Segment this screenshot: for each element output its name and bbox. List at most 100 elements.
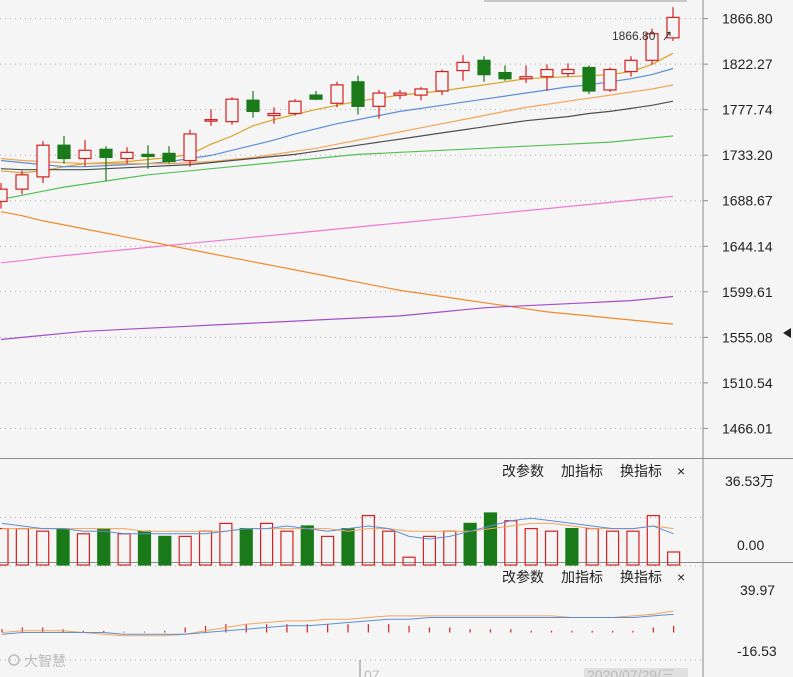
candle-body (99, 148, 113, 159)
candle-body (414, 88, 428, 96)
main-gridlines (0, 18, 703, 429)
volume-bar (361, 514, 375, 566)
candle-body (372, 92, 386, 107)
candle-body (204, 119, 218, 122)
macd-close-icon[interactable]: × (677, 569, 685, 585)
macd-min-label: -16.53 (737, 643, 777, 659)
volume-bar (280, 530, 294, 566)
price-tick-label: 1866.80 (722, 11, 773, 27)
price-tick-label: 1688.67 (722, 193, 773, 209)
volume-moving-averages (1, 517, 674, 540)
candle-body (540, 68, 554, 78)
volume-bar (524, 527, 538, 566)
volume-zero-label: 0.00 (737, 537, 764, 553)
price-tick-label: 1510.54 (722, 375, 773, 391)
volume-bars (0, 512, 681, 566)
moving-average-line (0, 295, 674, 341)
moving-average-line (0, 67, 674, 168)
price-tick-label: 1777.74 (722, 102, 773, 118)
volume-add-indicator-button[interactable]: 加指标 (561, 463, 603, 479)
candle-body (666, 16, 680, 39)
candle-body (561, 68, 575, 75)
main-moving-averages (0, 52, 674, 341)
candle-body (141, 153, 155, 158)
candle-body (183, 133, 197, 162)
candle-body (393, 92, 407, 96)
candle-body (477, 59, 491, 76)
candle-body (351, 81, 365, 107)
macd-swap-indicator-button[interactable]: 换指标 (620, 569, 662, 585)
candle-body (582, 66, 596, 92)
price-axis: 1866.80 1822.27 1777.74 1733.20 1688.67 1644.… (703, 11, 773, 436)
candle-body (36, 144, 50, 178)
macd-line (1, 610, 674, 637)
candle-body (288, 100, 302, 115)
macd-line (1, 613, 674, 635)
price-tick-label: 1555.08 (722, 329, 773, 345)
candle-body (15, 174, 29, 190)
volume-max-label: 36.53万 (725, 473, 774, 489)
moving-average-line (0, 195, 674, 264)
candle-body (435, 70, 449, 92)
candle-body (456, 61, 470, 72)
volume-bar (158, 535, 172, 566)
volume-bar (544, 530, 559, 566)
candle-body (603, 68, 617, 91)
volume-bar (626, 530, 640, 566)
moving-average-line (0, 100, 674, 171)
macd-lines (1, 610, 674, 637)
volume-bar (321, 535, 335, 566)
volume-bar (382, 530, 396, 566)
candle-body (225, 98, 239, 123)
top-info-bar (484, 0, 687, 2)
date-cursor-box (584, 668, 688, 677)
volume-bar (565, 527, 579, 566)
volume-bar (667, 551, 681, 566)
volume-bar (178, 535, 192, 566)
volume-bar (646, 514, 660, 566)
volume-bar (76, 533, 91, 566)
volume-bar (36, 530, 50, 566)
candle-body (309, 94, 323, 100)
volume-swap-indicator-button[interactable]: 换指标 (620, 463, 662, 479)
volume-close-icon[interactable]: × (677, 463, 685, 479)
moving-average-line (0, 135, 674, 200)
volume-bar (239, 527, 253, 566)
candle-body (162, 152, 176, 163)
volume-bar (56, 527, 70, 566)
volume-bar (300, 525, 314, 566)
price-tick-label: 1599.61 (722, 284, 773, 300)
volume-bar (605, 530, 620, 566)
x-label-07: 07 (364, 667, 380, 677)
x-label-date: 2020/07/29/三 (587, 667, 675, 677)
watermark-logo-icon (8, 654, 20, 666)
candle-body (267, 112, 281, 117)
volume-bar (341, 527, 355, 566)
macd-add-indicator-button[interactable]: 加指标 (561, 569, 603, 585)
price-tick-label: 1733.20 (722, 147, 773, 163)
macd-max-label: 39.97 (740, 582, 775, 598)
volume-bar (463, 522, 477, 566)
volume-change-params-button[interactable]: 改参数 (502, 463, 544, 479)
candle-body (120, 151, 134, 160)
volume-bar (422, 535, 437, 566)
candlesticks (0, 7, 680, 209)
volume-bar (483, 512, 498, 566)
macd-gridlines (0, 565, 703, 661)
candle-body (498, 71, 512, 80)
candle-body (645, 33, 659, 61)
scroll-handle-icon[interactable] (783, 328, 791, 338)
candle-body (0, 188, 8, 203)
candle-body (57, 144, 71, 160)
watermark: 大智慧 (24, 653, 66, 669)
moving-average-line (0, 211, 674, 325)
candle-body (330, 84, 344, 104)
volume-bar (259, 522, 274, 566)
macd-change-params-button[interactable]: 改参数 (502, 569, 544, 585)
price-tick-label: 1822.27 (722, 56, 773, 72)
price-tick-label: 1466.01 (722, 420, 773, 436)
volume-bar (219, 522, 233, 566)
candle-body (624, 59, 638, 73)
last-price-label: 1866.80 (612, 29, 656, 43)
